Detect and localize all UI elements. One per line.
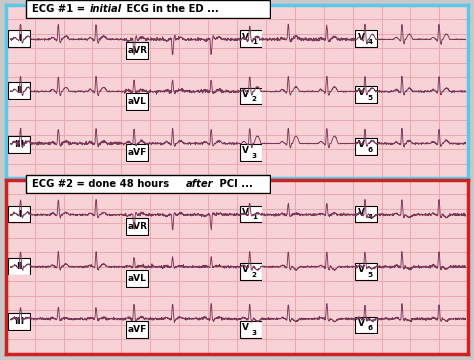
FancyBboxPatch shape xyxy=(356,138,377,155)
Text: 1: 1 xyxy=(252,39,257,45)
FancyBboxPatch shape xyxy=(356,317,377,333)
FancyBboxPatch shape xyxy=(240,144,262,161)
Text: 5: 5 xyxy=(367,272,373,278)
Text: I: I xyxy=(18,34,21,43)
Text: ECG in the ED ...: ECG in the ED ... xyxy=(123,4,219,14)
FancyBboxPatch shape xyxy=(127,270,148,287)
FancyBboxPatch shape xyxy=(356,86,377,103)
Text: aVL: aVL xyxy=(128,274,147,283)
Text: 6: 6 xyxy=(367,147,373,153)
FancyBboxPatch shape xyxy=(127,144,148,161)
Text: PCI ...: PCI ... xyxy=(216,179,253,189)
Text: 3: 3 xyxy=(252,153,257,159)
Text: ECG #2 = done 48 hours: ECG #2 = done 48 hours xyxy=(32,179,173,189)
Text: I: I xyxy=(18,210,21,219)
Text: initial: initial xyxy=(90,4,122,14)
Text: aVR: aVR xyxy=(128,46,147,55)
FancyBboxPatch shape xyxy=(356,206,377,222)
Text: 4: 4 xyxy=(367,39,373,45)
Text: 4: 4 xyxy=(367,215,373,220)
Text: V: V xyxy=(358,140,365,149)
Text: V: V xyxy=(358,208,365,217)
Text: II: II xyxy=(16,262,23,271)
FancyBboxPatch shape xyxy=(356,263,377,280)
FancyBboxPatch shape xyxy=(240,30,262,47)
Text: V: V xyxy=(358,88,365,97)
Text: III: III xyxy=(14,140,25,149)
FancyBboxPatch shape xyxy=(240,87,262,104)
Text: 2: 2 xyxy=(252,272,257,278)
FancyBboxPatch shape xyxy=(9,206,30,222)
Text: aVR: aVR xyxy=(128,222,147,231)
FancyBboxPatch shape xyxy=(9,258,30,274)
FancyBboxPatch shape xyxy=(9,313,30,330)
Text: aVL: aVL xyxy=(128,97,147,106)
Text: V: V xyxy=(242,208,249,217)
FancyBboxPatch shape xyxy=(26,0,270,18)
Text: III: III xyxy=(14,317,25,326)
Text: aVF: aVF xyxy=(128,325,147,334)
FancyBboxPatch shape xyxy=(26,175,270,193)
Text: V: V xyxy=(242,90,249,99)
Text: 5: 5 xyxy=(367,95,373,100)
Text: V: V xyxy=(242,33,249,42)
FancyBboxPatch shape xyxy=(240,321,262,338)
Text: V: V xyxy=(358,33,365,42)
FancyBboxPatch shape xyxy=(127,93,148,109)
Text: after: after xyxy=(186,179,214,189)
Text: V: V xyxy=(242,147,249,156)
Text: 2: 2 xyxy=(252,96,257,102)
FancyBboxPatch shape xyxy=(127,321,148,338)
FancyBboxPatch shape xyxy=(240,206,262,222)
FancyBboxPatch shape xyxy=(240,263,262,280)
Text: 1: 1 xyxy=(252,215,257,220)
FancyBboxPatch shape xyxy=(9,82,30,99)
Text: V: V xyxy=(358,265,365,274)
Text: 3: 3 xyxy=(252,330,257,336)
Text: aVF: aVF xyxy=(128,148,147,157)
Text: 6: 6 xyxy=(367,325,373,332)
FancyBboxPatch shape xyxy=(127,42,148,59)
Text: V: V xyxy=(242,265,249,274)
FancyBboxPatch shape xyxy=(9,136,30,153)
FancyBboxPatch shape xyxy=(9,30,30,47)
Text: V: V xyxy=(358,319,365,328)
FancyBboxPatch shape xyxy=(356,30,377,47)
Text: V: V xyxy=(242,323,249,332)
Text: ECG #1 =: ECG #1 = xyxy=(32,4,89,14)
FancyBboxPatch shape xyxy=(127,218,148,235)
Text: II: II xyxy=(16,86,23,95)
